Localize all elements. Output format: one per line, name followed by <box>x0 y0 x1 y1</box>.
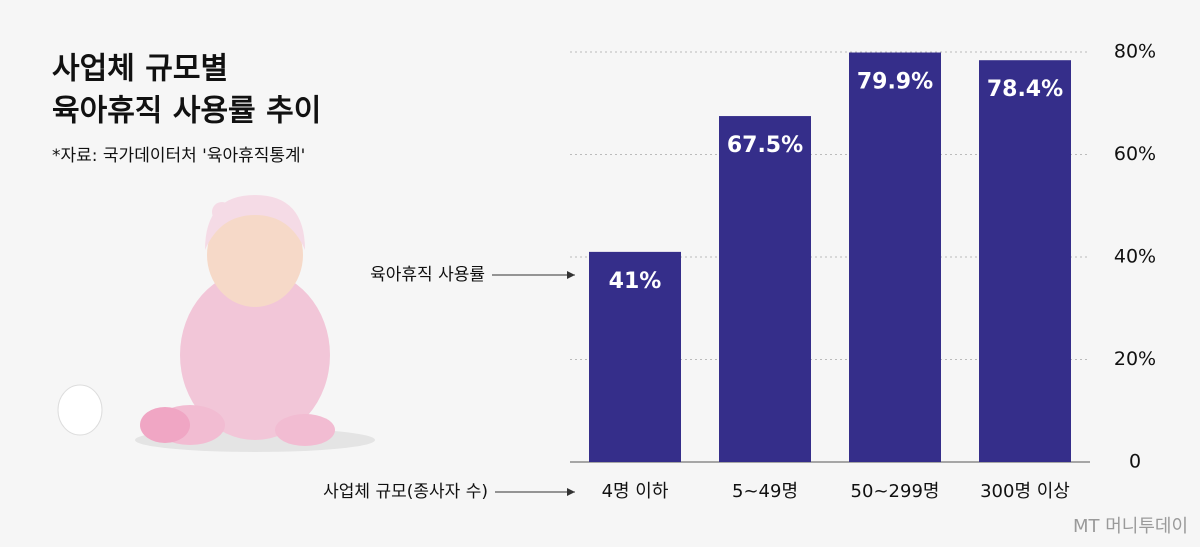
x-tick-label: 5~49명 <box>732 481 798 502</box>
y-tick-label: 60% <box>1114 143 1156 165</box>
x-tick-label: 300명 이상 <box>980 481 1070 502</box>
value-label: 78.4% <box>987 77 1063 102</box>
x-tick-label: 4명 이하 <box>602 481 669 502</box>
y-tick-label: 20% <box>1114 348 1156 370</box>
annotation: 사업체 규모(종사자 수) <box>323 482 488 502</box>
x-tick-label: 50~299명 <box>851 481 940 502</box>
annotation: 육아휴직 사용률 <box>370 265 485 285</box>
source: *자료: 국가데이터처 '육아휴직통계' <box>52 146 305 166</box>
y-tick-label: 0 <box>1129 451 1141 473</box>
arrow-head <box>567 488 575 496</box>
chart-title: 육아휴직 사용률 추이 <box>52 94 321 129</box>
watermark: MT 머니투데이 <box>1073 516 1188 537</box>
y-tick-label: 40% <box>1114 246 1156 268</box>
baby-illustration <box>57 195 375 452</box>
y-tick-label: 80% <box>1114 41 1156 63</box>
chart-title: 사업체 규모별 <box>52 52 228 87</box>
value-label: 79.9% <box>857 70 933 95</box>
value-label: 67.5% <box>727 133 803 158</box>
bar <box>719 116 811 462</box>
bar <box>979 60 1071 462</box>
arrow-head <box>567 271 575 279</box>
bar <box>589 251 681 462</box>
bar <box>849 52 941 462</box>
value-label: 41% <box>609 269 662 294</box>
